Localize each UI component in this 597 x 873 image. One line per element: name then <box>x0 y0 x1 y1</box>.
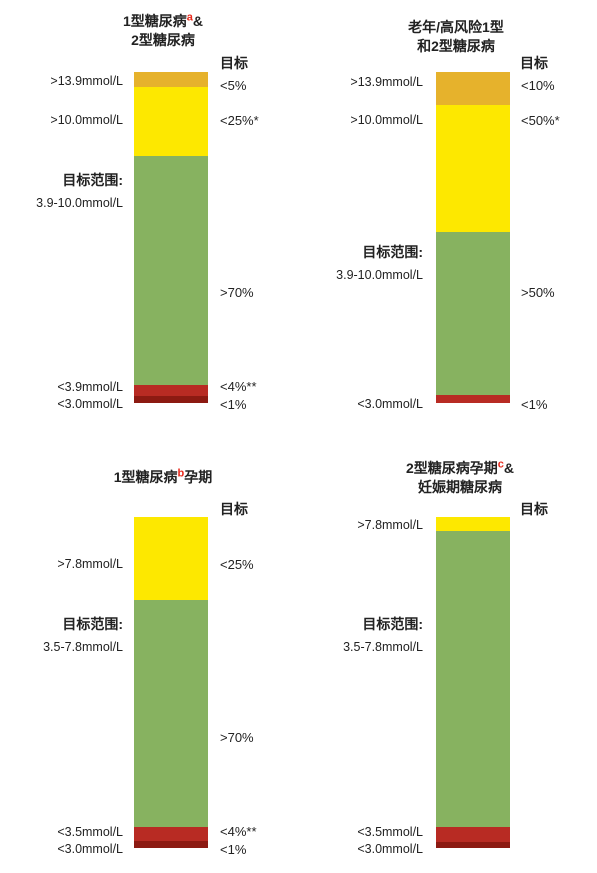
title-line-2: 和2型糖尿病 <box>417 38 495 54</box>
footnote-marker: c <box>497 458 504 471</box>
target-very-low: <1% <box>521 397 548 412</box>
segment-high <box>436 105 510 232</box>
title-line-2: 2型糖尿病 <box>131 32 195 48</box>
segment-very-low <box>436 842 510 848</box>
chart-panel-2: 老年/高风险1型 和2型糖尿病 目标 >13.9mmol/L >10.0mmol… <box>298 0 596 436</box>
chart-title: 1型糖尿病a& 2型糖尿病 <box>108 12 218 50</box>
segment-low <box>134 385 208 396</box>
target-header: 目标 <box>520 501 548 517</box>
segment-low <box>436 395 510 403</box>
chart-panel-4: 2型糖尿病孕期c& 妊娠期糖尿病 目标 >7.8mmol/L 目标范围: 3.5… <box>298 437 596 873</box>
title-line-2: 妊娠期糖尿病 <box>418 479 502 495</box>
chart-panel-1: 1型糖尿病a& 2型糖尿病 目标 >13.9mmol/L >10.0mmol/L… <box>0 0 298 436</box>
target-very-high: <10% <box>521 78 555 93</box>
segment-high <box>134 517 208 600</box>
title-line-1: 老年/高风险1型 <box>408 19 504 35</box>
target-very-high: <5% <box>220 78 247 93</box>
target-range-heading: 目标范围: <box>62 172 123 188</box>
range-label-high: >10.0mmol/L <box>50 113 123 127</box>
target-in-range: >70% <box>220 730 254 745</box>
stacked-bar <box>134 72 208 403</box>
range-label-very-low: <3.0mmol/L <box>57 842 123 856</box>
target-header: 目标 <box>220 501 248 517</box>
target-low: <4%** <box>220 379 257 394</box>
segment-very-high <box>134 72 208 87</box>
target-high: <25%* <box>220 113 259 128</box>
target-header: 目标 <box>220 55 248 71</box>
title-line-1: 1型糖尿病 <box>122 13 187 29</box>
range-label-high: >7.8mmol/L <box>57 557 123 571</box>
title-line-1: 2型糖尿病孕期 <box>405 460 498 476</box>
target-header: 目标 <box>520 55 548 71</box>
range-label-very-high: >13.9mmol/L <box>50 74 123 88</box>
target-range-heading: 目标范围: <box>362 616 423 632</box>
target-high: <50%* <box>521 113 560 128</box>
stacked-bar <box>436 72 510 403</box>
title-part-1: 1型糖尿病 <box>113 469 178 485</box>
chart-title: 2型糖尿病孕期c& 妊娠期糖尿病 <box>398 459 522 497</box>
stacked-bar <box>134 517 208 848</box>
range-label-in-range: 3.9-10.0mmol/L <box>36 196 123 210</box>
range-label-very-low: <3.0mmol/L <box>357 842 423 856</box>
segment-very-low <box>134 841 208 848</box>
segment-high <box>436 517 510 531</box>
range-label-very-high: >13.9mmol/L <box>350 75 423 89</box>
stacked-bar <box>436 517 510 848</box>
range-label-in-range: 3.5-7.8mmol/L <box>43 640 123 654</box>
segment-in-range <box>436 531 510 827</box>
footnote-marker: b <box>177 467 185 480</box>
chart-title: 1型糖尿病b孕期 <box>98 468 228 487</box>
range-label-low: <3.5mmol/L <box>357 825 423 839</box>
target-in-range: >50% <box>521 285 555 300</box>
segment-high <box>134 87 208 156</box>
target-in-range: >70% <box>220 285 254 300</box>
range-label-low: <3.9mmol/L <box>57 380 123 394</box>
footnote-marker: a <box>186 11 193 24</box>
chart-title: 老年/高风险1型 和2型糖尿病 <box>396 18 516 56</box>
target-very-low: <1% <box>220 842 247 857</box>
target-range-heading: 目标范围: <box>62 616 123 632</box>
segment-in-range <box>134 156 208 385</box>
title-ampersand: & <box>192 13 204 29</box>
target-low: <4%** <box>220 824 257 839</box>
title-ampersand: & <box>503 460 515 476</box>
range-label-in-range: 3.9-10.0mmol/L <box>336 268 423 282</box>
title-part-2: 孕期 <box>184 469 213 485</box>
segment-low <box>436 827 510 842</box>
segment-in-range <box>134 600 208 827</box>
chart-panel-3: 1型糖尿病b孕期 目标 >7.8mmol/L 目标范围: 3.5-7.8mmol… <box>0 437 298 873</box>
target-very-low: <1% <box>220 397 247 412</box>
target-high: <25% <box>220 557 254 572</box>
segment-very-low <box>134 396 208 403</box>
segment-low <box>134 827 208 841</box>
target-range-heading: 目标范围: <box>362 244 423 260</box>
range-label-very-low: <3.0mmol/L <box>57 397 123 411</box>
segment-very-high <box>436 72 510 105</box>
range-label-in-range: 3.5-7.8mmol/L <box>343 640 423 654</box>
range-label-high: >10.0mmol/L <box>350 113 423 127</box>
range-label-high: >7.8mmol/L <box>357 518 423 532</box>
range-label-low: <3.5mmol/L <box>57 825 123 839</box>
range-label-very-low: <3.0mmol/L <box>357 397 423 411</box>
segment-in-range <box>436 232 510 395</box>
